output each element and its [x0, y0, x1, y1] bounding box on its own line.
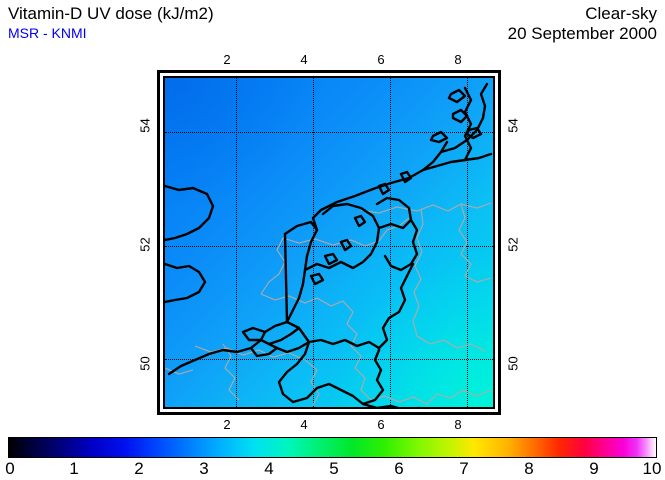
colorbar-tick-3: 3	[199, 459, 209, 478]
sky-condition-label: Clear-sky	[585, 4, 657, 23]
page-title: Vitamin-D UV dose (kJ/m2)	[8, 4, 214, 23]
map-canvas	[165, 78, 493, 407]
gridline-lon-2	[235, 78, 237, 407]
colorbar-tick-7: 7	[459, 459, 469, 478]
axis-tick-right-52: 52	[505, 237, 521, 252]
axis-tick-bottom-2: 2	[223, 417, 231, 432]
colorbar-tick-6: 6	[394, 459, 404, 478]
coastlines	[165, 82, 493, 407]
axis-tick-left-54: 54	[137, 118, 153, 133]
colorbar-tick-10: 10	[642, 459, 662, 478]
country-borders	[165, 202, 492, 406]
data-source-label: MSR - KNMI	[8, 25, 87, 41]
header-left: Vitamin-D UV dose (kJ/m2) MSR - KNMI	[8, 4, 214, 43]
colorbar-tick-8: 8	[524, 459, 534, 478]
colorbar-tick-0: 0	[5, 459, 15, 478]
geography-overlay	[165, 82, 493, 407]
axis-tick-left-50: 50	[137, 356, 153, 371]
colorbar-tick-9: 9	[589, 459, 599, 478]
axis-tick-top-6: 6	[377, 52, 385, 67]
colorbar	[8, 437, 657, 458]
gridline-lon-4	[312, 78, 314, 407]
gridline-lat-54	[165, 132, 493, 134]
axis-tick-top-2: 2	[223, 52, 231, 67]
gridline-lon-6	[389, 78, 391, 407]
axis-tick-top-8: 8	[454, 52, 462, 67]
colorbar-tick-1: 1	[69, 459, 79, 478]
gridline-lat-50	[165, 359, 493, 361]
axis-tick-bottom-8: 8	[454, 417, 462, 432]
colorbar-tick-5: 5	[329, 459, 339, 478]
axis-tick-bottom-4: 4	[300, 417, 308, 432]
axis-tick-right-50: 50	[505, 356, 521, 371]
axis-tick-bottom-6: 6	[377, 417, 385, 432]
colorbar-tick-4: 4	[264, 459, 274, 478]
map-frame-outer	[157, 70, 501, 415]
map-frame-inner-black	[163, 76, 495, 409]
header-right: Clear-sky 20 September 2000	[508, 4, 657, 44]
colorbar-tick-2: 2	[134, 459, 144, 478]
gridline-lat-52	[165, 245, 493, 247]
axis-tick-right-54: 54	[505, 118, 521, 133]
map-frame-inner-white	[160, 73, 498, 412]
axis-tick-left-52: 52	[137, 237, 153, 252]
axis-tick-top-4: 4	[300, 52, 308, 67]
map-plot-area	[157, 70, 501, 415]
date-label: 20 September 2000	[507, 24, 657, 43]
uv-dose-field-northwest-lobe	[165, 78, 369, 250]
